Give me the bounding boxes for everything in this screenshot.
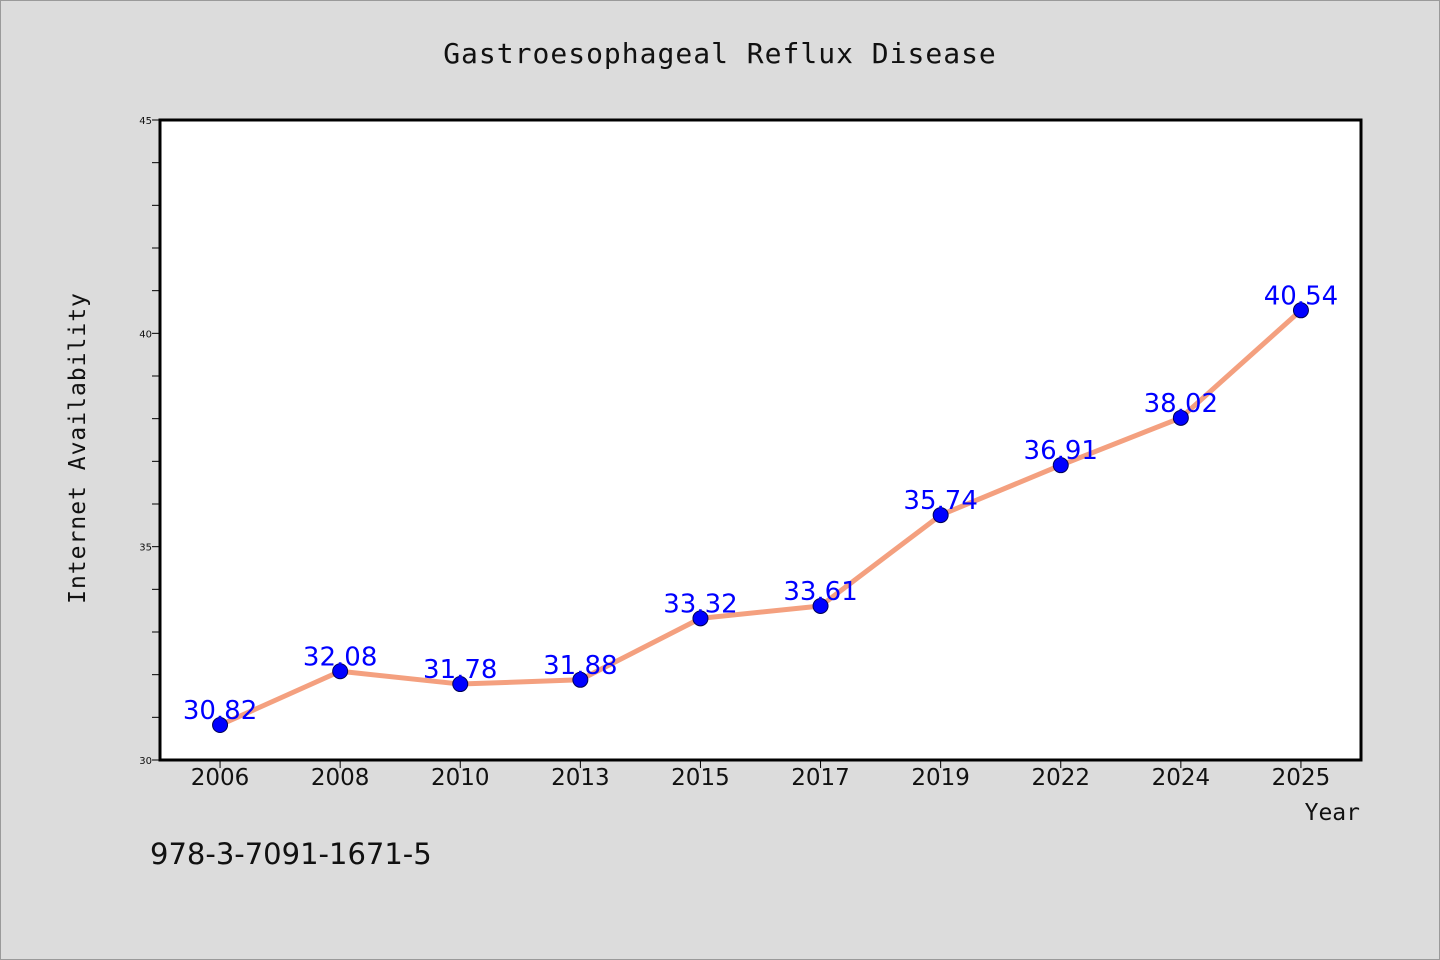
series-line <box>217 307 1304 728</box>
data-point <box>572 671 589 688</box>
data-label: 36.91 <box>1024 436 1098 466</box>
x-tick-label: 2015 <box>671 765 730 791</box>
data-point <box>1172 409 1189 426</box>
data-point <box>332 663 349 680</box>
x-axis: 2006 2008 2010 2013 2015 2017 2019 2022 2024 2025 <box>191 760 1330 791</box>
x-tick-label: 2010 <box>431 765 490 791</box>
plot-area <box>158 118 1363 762</box>
data-point <box>932 507 949 524</box>
data-label: 32.08 <box>303 642 377 672</box>
footer-code: 978-3-7091-1671-5 <box>150 837 432 871</box>
data-label: 33.61 <box>783 577 857 607</box>
y-axis: 30 35 40 45 <box>139 116 160 767</box>
data-label: 31.78 <box>423 655 497 685</box>
data-point <box>1052 457 1069 474</box>
data-point <box>1292 302 1309 319</box>
y-tick-label: 30 <box>139 756 152 767</box>
x-tick-label: 2022 <box>1031 765 1090 791</box>
y-tick-label: 35 <box>139 543 152 554</box>
data-label: 35.74 <box>903 486 977 516</box>
x-tick-label: 2008 <box>311 765 370 791</box>
chart-title: Gastroesophageal Reflux Disease <box>443 37 997 70</box>
data-point <box>812 597 829 614</box>
data-labels: 30.82 32.08 31.78 31.88 33.32 33.61 35.74 36.91… <box>183 281 1338 726</box>
x-tick-label: 2017 <box>791 765 850 791</box>
y-tick-label: 40 <box>139 329 152 340</box>
x-tick-label: 2019 <box>911 765 970 791</box>
x-tick-label: 2025 <box>1272 765 1331 791</box>
data-label: 40.54 <box>1264 281 1338 311</box>
y-tick-label: 45 <box>139 116 152 127</box>
data-point <box>452 676 469 693</box>
data-point <box>692 610 709 627</box>
data-label: 38.02 <box>1144 389 1218 419</box>
data-point <box>212 717 229 734</box>
x-tick-label: 2006 <box>191 765 250 791</box>
data-label: 31.88 <box>543 651 617 681</box>
y-axis-label: Internet Availability <box>65 292 91 604</box>
data-label: 33.32 <box>663 589 737 619</box>
data-label: 30.82 <box>183 696 257 726</box>
x-tick-label: 2013 <box>551 765 610 791</box>
x-axis-label: Year <box>1305 800 1360 826</box>
data-series <box>212 302 1309 734</box>
x-tick-label: 2024 <box>1152 765 1211 791</box>
